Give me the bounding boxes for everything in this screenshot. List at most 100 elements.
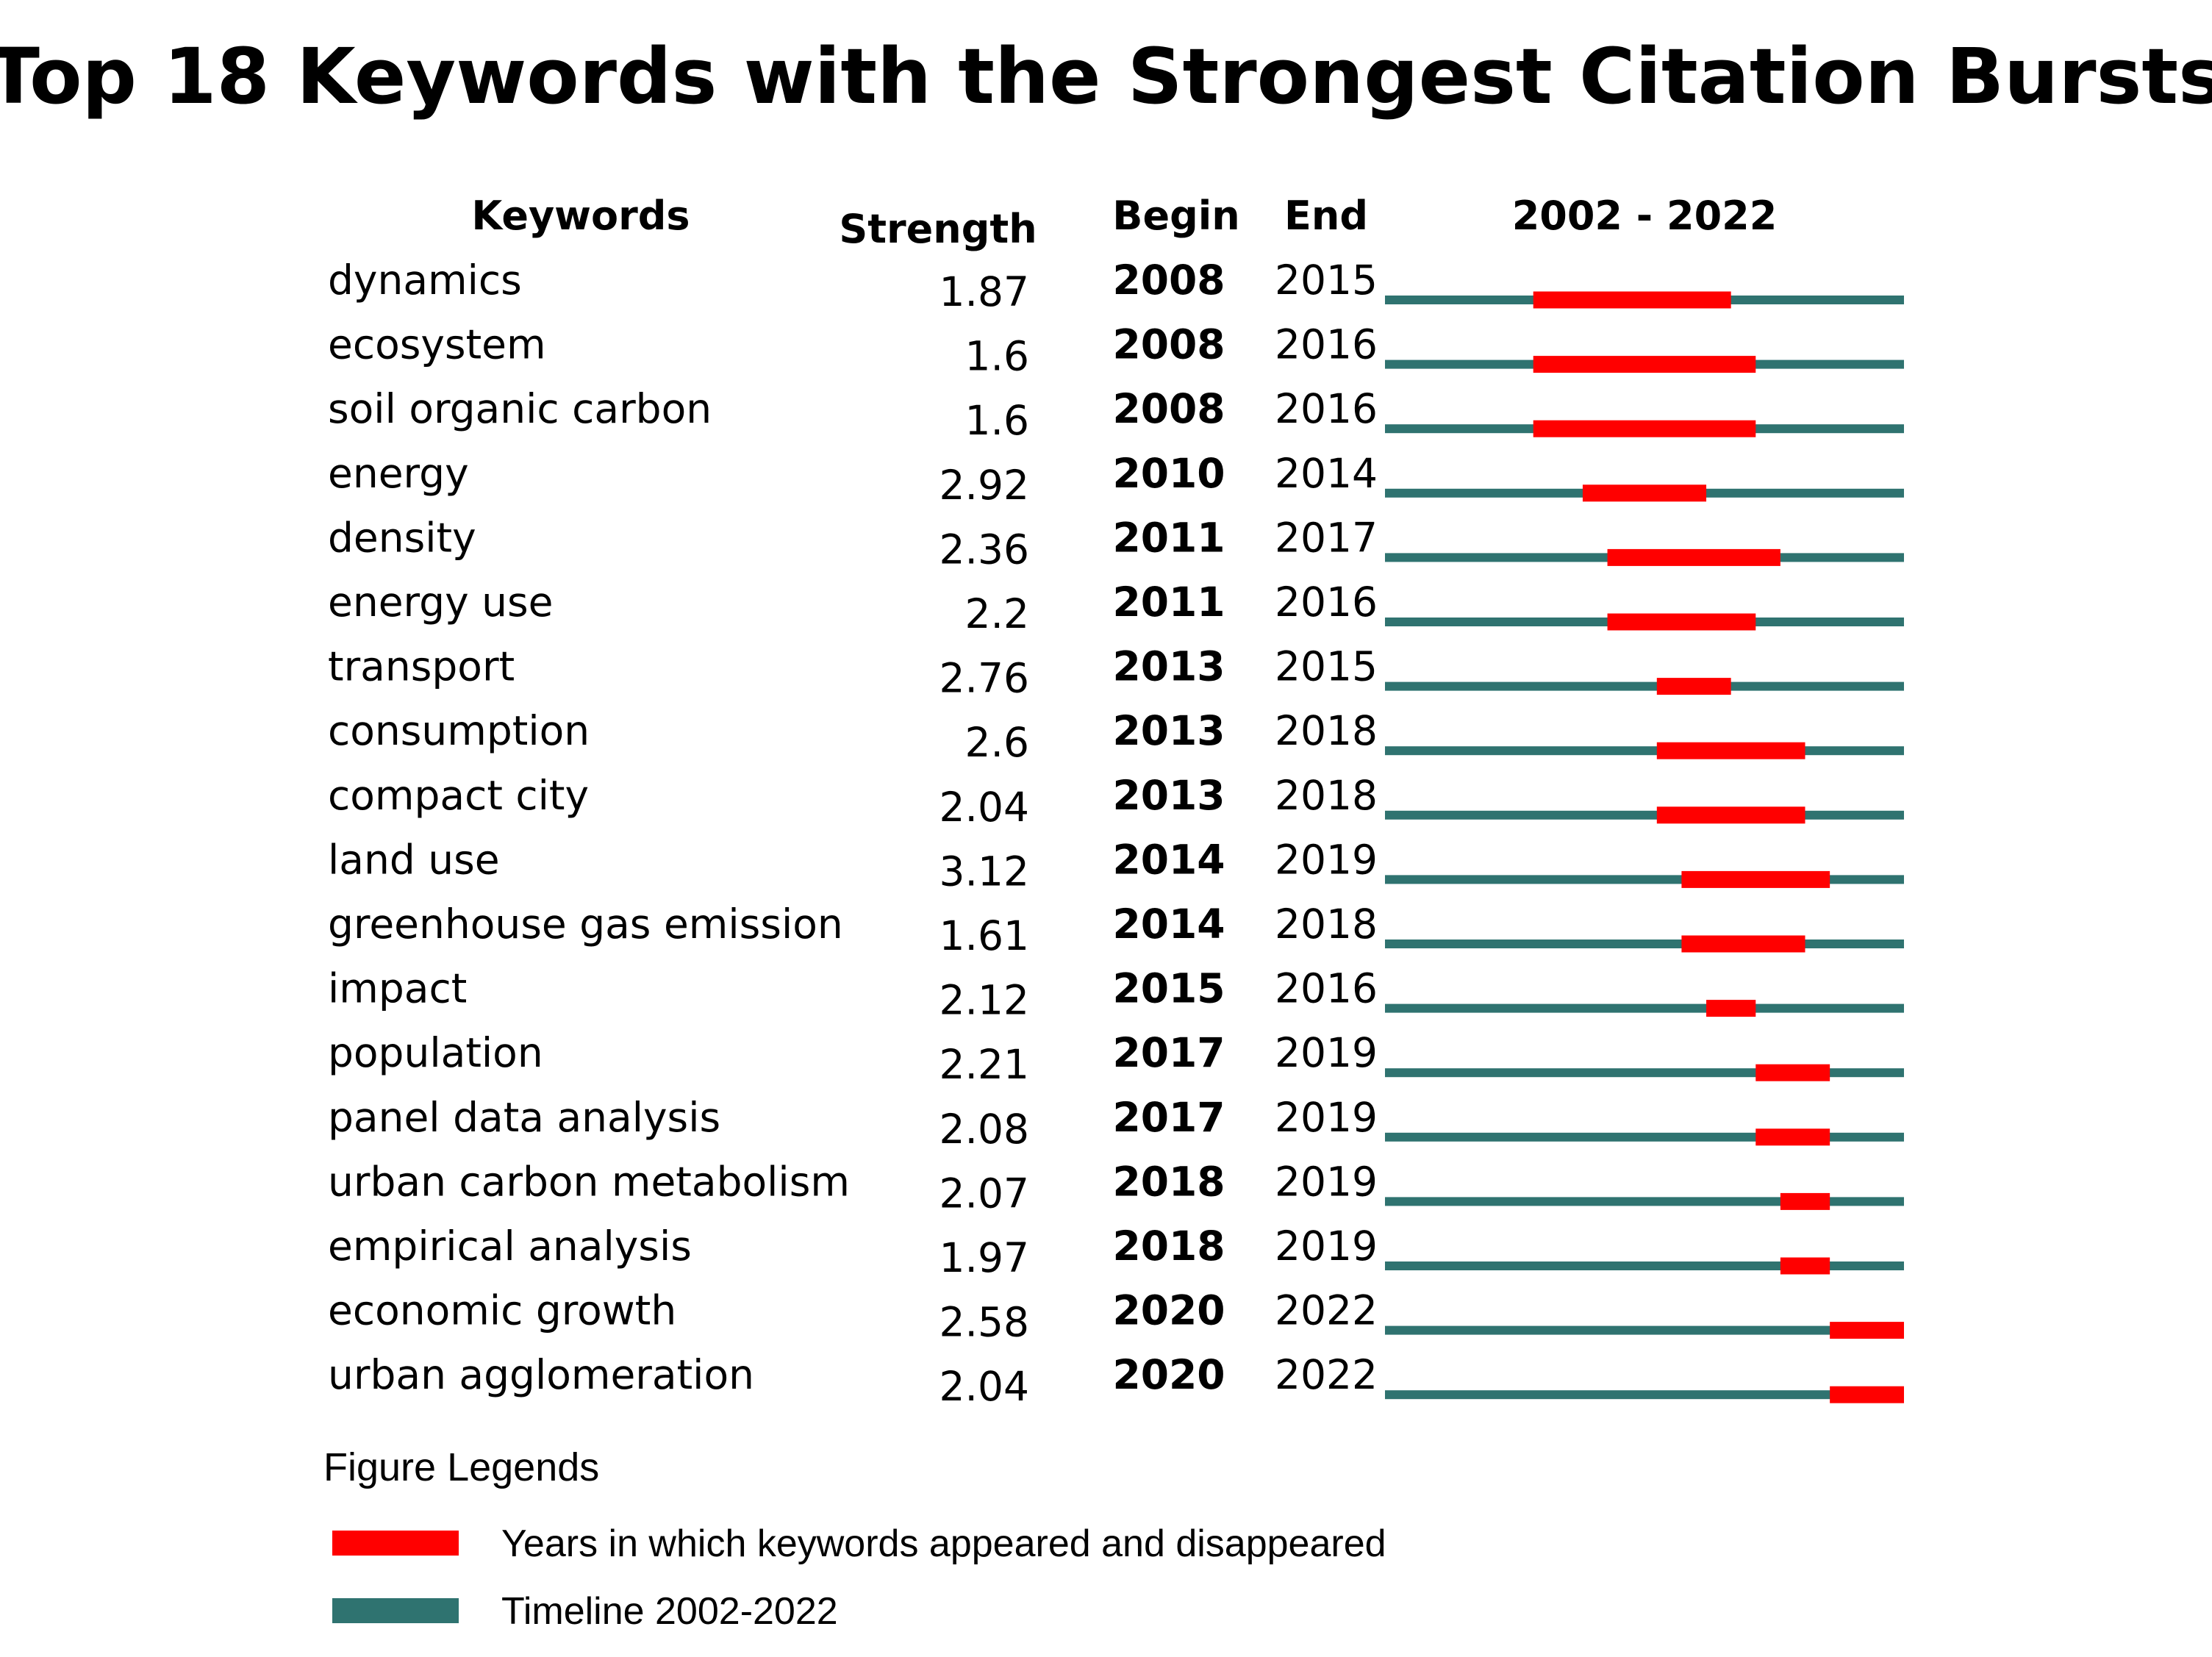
keyword-label: transport bbox=[328, 643, 515, 690]
end-year: 2019 bbox=[1275, 1094, 1378, 1141]
strength-value: 2.08 bbox=[939, 1106, 1029, 1153]
begin-year: 2014 bbox=[1112, 836, 1225, 883]
figure-legend: Figure Legends Years in which keywords a… bbox=[323, 1445, 1386, 1633]
header-begin: Begin bbox=[1112, 193, 1239, 239]
keyword-label: soil organic carbon bbox=[328, 385, 712, 432]
legend-timeline-swatch bbox=[332, 1598, 459, 1623]
end-year: 2022 bbox=[1275, 1351, 1378, 1398]
begin-year: 2018 bbox=[1112, 1158, 1225, 1205]
keyword-label: energy use bbox=[328, 579, 553, 626]
timeline-bar bbox=[1385, 1325, 1904, 1335]
keyword-rows: dynamics 1.87 2008 2015 ecosystem 1.6 2008 2016… bbox=[328, 257, 1904, 1410]
keyword-label: consumption bbox=[328, 707, 590, 754]
burst-bar bbox=[1830, 1386, 1904, 1403]
strength-value: 2.76 bbox=[939, 655, 1029, 702]
strength-value: 2.12 bbox=[939, 977, 1029, 1024]
end-year: 2018 bbox=[1275, 772, 1378, 819]
begin-year: 2020 bbox=[1112, 1351, 1225, 1398]
strength-value: 2.58 bbox=[939, 1299, 1029, 1346]
keyword-label: energy bbox=[328, 450, 469, 497]
strength-value: 2.36 bbox=[939, 526, 1029, 573]
legend-timeline-label: Timeline 2002-2022 bbox=[501, 1590, 838, 1633]
keyword-label: compact city bbox=[328, 772, 589, 819]
strength-value: 1.6 bbox=[965, 333, 1029, 380]
end-year: 2018 bbox=[1275, 901, 1378, 948]
header-range: 2002 - 2022 bbox=[1512, 193, 1778, 239]
strength-value: 2.04 bbox=[939, 784, 1029, 831]
keyword-label: land use bbox=[328, 836, 500, 883]
burst-bar bbox=[1830, 1322, 1904, 1339]
end-year: 2019 bbox=[1275, 836, 1378, 883]
burst-bar bbox=[1755, 1064, 1830, 1081]
burst-bar bbox=[1533, 420, 1756, 437]
burst-bar bbox=[1533, 291, 1731, 309]
end-year: 2015 bbox=[1275, 643, 1378, 690]
keyword-label: empirical analysis bbox=[328, 1223, 692, 1270]
burst-bar bbox=[1533, 356, 1756, 373]
end-year: 2019 bbox=[1275, 1158, 1378, 1205]
begin-year: 2011 bbox=[1112, 514, 1225, 561]
burst-bar bbox=[1755, 1128, 1830, 1146]
keyword-label: greenhouse gas emission bbox=[328, 901, 843, 948]
legend-burst-swatch bbox=[332, 1531, 459, 1556]
begin-year: 2008 bbox=[1112, 257, 1225, 304]
begin-year: 2008 bbox=[1112, 385, 1225, 432]
end-year: 2016 bbox=[1275, 579, 1378, 626]
strength-value: 2.07 bbox=[939, 1170, 1029, 1217]
timeline-bar bbox=[1385, 1003, 1904, 1013]
burst-bar bbox=[1656, 742, 1805, 759]
end-year: 2022 bbox=[1275, 1287, 1378, 1334]
burst-bar bbox=[1656, 806, 1805, 824]
timeline-bar bbox=[1385, 746, 1904, 756]
end-year: 2016 bbox=[1275, 321, 1378, 368]
begin-year: 2013 bbox=[1112, 772, 1225, 819]
begin-year: 2017 bbox=[1112, 1029, 1225, 1076]
keyword-label: urban agglomeration bbox=[328, 1351, 754, 1398]
burst-bar bbox=[1681, 870, 1830, 888]
begin-year: 2014 bbox=[1112, 901, 1225, 948]
begin-year: 2020 bbox=[1112, 1287, 1225, 1334]
keyword-label: urban carbon metabolism bbox=[328, 1158, 850, 1205]
burst-bar bbox=[1706, 1000, 1756, 1017]
keyword-label: ecosystem bbox=[328, 321, 546, 368]
begin-year: 2017 bbox=[1112, 1094, 1225, 1141]
end-year: 2017 bbox=[1275, 514, 1378, 561]
header-end: End bbox=[1284, 193, 1368, 239]
burst-bar bbox=[1681, 935, 1805, 953]
strength-value: 2.21 bbox=[939, 1041, 1029, 1088]
end-year: 2018 bbox=[1275, 707, 1378, 754]
timeline-bar bbox=[1385, 940, 1904, 948]
keyword-label: impact bbox=[328, 965, 467, 1012]
begin-year: 2015 bbox=[1112, 965, 1225, 1012]
strength-value: 1.87 bbox=[939, 268, 1029, 315]
header-keywords: Keywords bbox=[471, 193, 690, 239]
header-strength: Strength bbox=[839, 206, 1037, 252]
keyword-label: panel data analysis bbox=[328, 1094, 720, 1141]
chart-title: Top 18 Keywords with the Strongest Citat… bbox=[0, 32, 2212, 121]
keyword-label: density bbox=[328, 514, 476, 561]
strength-value: 3.12 bbox=[939, 848, 1029, 895]
burst-bar bbox=[1607, 613, 1756, 631]
end-year: 2016 bbox=[1275, 965, 1378, 1012]
begin-year: 2010 bbox=[1112, 450, 1225, 497]
begin-year: 2011 bbox=[1112, 579, 1225, 626]
burst-bar bbox=[1780, 1192, 1830, 1210]
burst-bar bbox=[1582, 484, 1707, 502]
begin-year: 2008 bbox=[1112, 321, 1225, 368]
timeline-bar bbox=[1385, 1261, 1904, 1270]
end-year: 2019 bbox=[1275, 1223, 1378, 1270]
burst-bar bbox=[1780, 1257, 1830, 1275]
legend-burst-label: Years in which keywords appeared and dis… bbox=[501, 1522, 1386, 1565]
timeline-bar bbox=[1385, 1390, 1904, 1400]
timeline-bar bbox=[1385, 1197, 1904, 1206]
keyword-label: dynamics bbox=[328, 257, 522, 304]
strength-value: 1.61 bbox=[939, 912, 1029, 959]
end-year: 2019 bbox=[1275, 1029, 1378, 1076]
burst-bar bbox=[1656, 678, 1731, 695]
strength-value: 2.2 bbox=[965, 590, 1029, 637]
strength-value: 2.04 bbox=[939, 1363, 1029, 1410]
timeline-bar bbox=[1385, 810, 1904, 820]
strength-value: 2.92 bbox=[939, 462, 1029, 509]
burst-bar bbox=[1607, 548, 1780, 566]
